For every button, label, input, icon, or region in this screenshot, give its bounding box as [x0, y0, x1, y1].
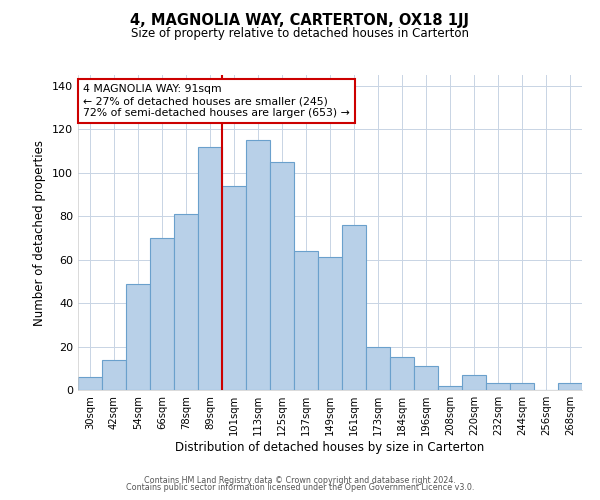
Bar: [510, 384, 534, 390]
Bar: [462, 375, 486, 390]
Bar: [126, 284, 150, 390]
X-axis label: Distribution of detached houses by size in Carterton: Distribution of detached houses by size …: [175, 441, 485, 454]
Bar: [318, 258, 342, 390]
Text: 4 MAGNOLIA WAY: 91sqm
← 27% of detached houses are smaller (245)
72% of semi-det: 4 MAGNOLIA WAY: 91sqm ← 27% of detached …: [83, 84, 350, 117]
Text: 4, MAGNOLIA WAY, CARTERTON, OX18 1JJ: 4, MAGNOLIA WAY, CARTERTON, OX18 1JJ: [131, 12, 470, 28]
Bar: [246, 140, 270, 390]
Bar: [102, 360, 126, 390]
Bar: [222, 186, 246, 390]
Bar: [558, 384, 582, 390]
Bar: [486, 384, 510, 390]
Bar: [270, 162, 294, 390]
Text: Contains HM Land Registry data © Crown copyright and database right 2024.: Contains HM Land Registry data © Crown c…: [144, 476, 456, 485]
Bar: [150, 238, 174, 390]
Bar: [366, 346, 390, 390]
Bar: [342, 225, 366, 390]
Text: Size of property relative to detached houses in Carterton: Size of property relative to detached ho…: [131, 28, 469, 40]
Bar: [174, 214, 198, 390]
Bar: [78, 377, 102, 390]
Bar: [198, 146, 222, 390]
Text: Contains public sector information licensed under the Open Government Licence v3: Contains public sector information licen…: [126, 484, 474, 492]
Bar: [414, 366, 438, 390]
Bar: [390, 358, 414, 390]
Y-axis label: Number of detached properties: Number of detached properties: [34, 140, 46, 326]
Bar: [294, 251, 318, 390]
Bar: [438, 386, 462, 390]
